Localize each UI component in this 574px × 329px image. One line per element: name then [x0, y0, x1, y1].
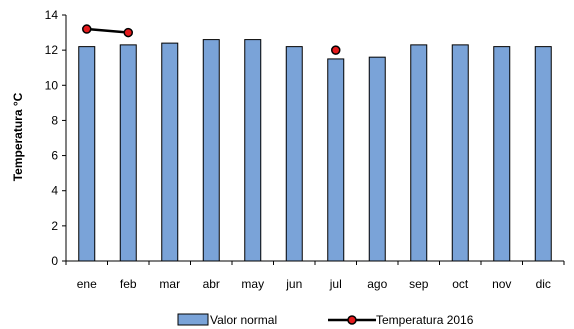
bar-jul: [327, 58, 345, 262]
legend-swatch-marker: [347, 315, 357, 325]
bar-may: [244, 39, 262, 262]
point-ene: [82, 24, 92, 34]
x-tick-label: ene: [77, 277, 97, 291]
x-tick-label: feb: [120, 277, 137, 291]
y-tick-label: 2: [51, 219, 58, 233]
bar-feb: [119, 44, 137, 262]
legend: Valor normal Temperatura 2016: [177, 313, 474, 327]
point-jul: [331, 45, 341, 55]
x-tick-label: mar: [159, 277, 180, 291]
legend-swatch-bar: [177, 313, 209, 326]
bar-mar: [161, 42, 179, 262]
x-tick-label: abr: [203, 277, 220, 291]
x-tick-label: jul: [329, 277, 342, 291]
x-tick-label: dic: [536, 277, 551, 291]
legend-label-valor-normal: Valor normal: [210, 313, 277, 327]
x-tick-label: ago: [367, 277, 387, 291]
x-tick-label: oct: [452, 277, 469, 291]
plot-area: 0 2 4 6 8 10 12 14 ene feb mar abr may jun jul ago sep oc…: [45, 8, 565, 291]
bar-dic: [534, 46, 552, 262]
x-tick-label: nov: [492, 277, 511, 291]
y-tick-label: 8: [51, 113, 58, 127]
bar-oct: [451, 44, 469, 262]
y-axis-title: Temperatura °C: [11, 92, 25, 181]
bar-nov: [493, 46, 511, 262]
x-tick-label: sep: [409, 277, 429, 291]
series-line-segment: [86, 27, 129, 34]
y-tick-label: 0: [51, 254, 58, 268]
bar-abr: [202, 39, 220, 262]
y-tick-label: 6: [51, 149, 58, 163]
bar-ene: [78, 46, 96, 262]
y-tick-label: 14: [45, 8, 59, 22]
bar-jun: [285, 46, 303, 262]
point-feb: [123, 27, 133, 38]
y-tick-label: 10: [45, 78, 59, 92]
bar-sep: [410, 44, 428, 262]
x-tick-label: may: [241, 277, 264, 291]
bar-ago: [368, 56, 386, 262]
y-tick-label: 12: [45, 43, 59, 57]
legend-label-temperatura-2016: Temperatura 2016: [376, 313, 474, 327]
x-tick-label: jun: [285, 277, 302, 291]
y-tick-label: 4: [51, 184, 58, 198]
